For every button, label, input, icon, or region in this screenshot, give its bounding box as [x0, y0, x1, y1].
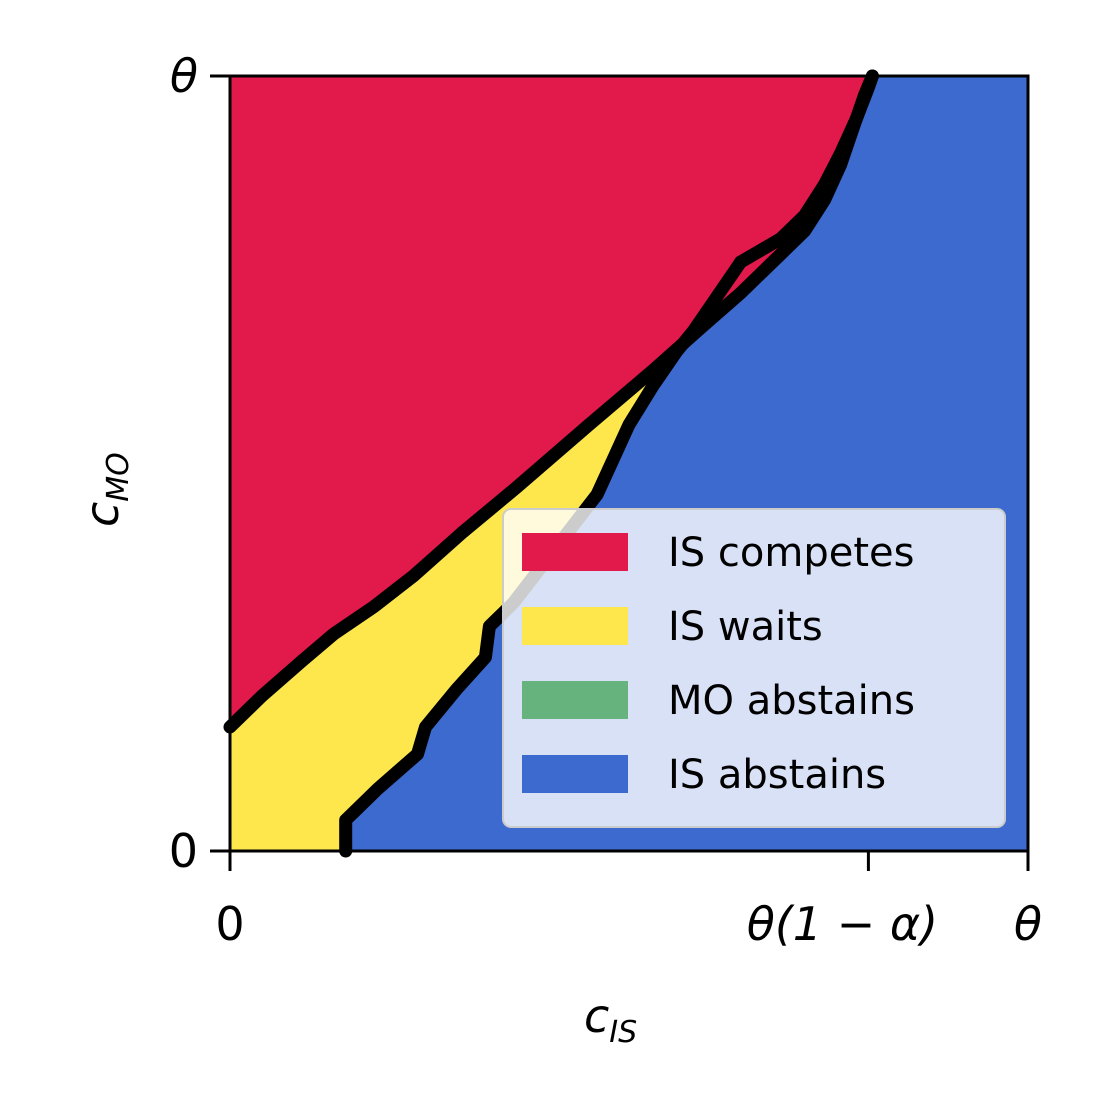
legend-label: MO abstains — [668, 678, 915, 724]
legend-swatch — [522, 533, 628, 571]
boundary-waits-abstains — [339, 255, 748, 858]
y-axis-label: cMO — [75, 452, 136, 527]
x-tick-label: 0 — [215, 897, 244, 951]
plot-regions — [230, 76, 1028, 851]
legend-swatch — [522, 607, 628, 645]
region-boundaries — [223, 69, 879, 858]
legend-swatch — [522, 681, 628, 719]
legend: IS competes IS waits MO abstains IS abstain… — [502, 508, 1006, 828]
x-tick-label: θ(1 − α) — [747, 897, 938, 951]
region-is-competes — [230, 76, 873, 727]
legend-label: IS abstains — [668, 752, 886, 798]
plot-frame — [228, 74, 1030, 853]
y-tick-label: 0 — [169, 824, 198, 878]
legend-label: IS competes — [668, 530, 914, 576]
legend-box — [502, 508, 1006, 828]
boundary-competes-abstains — [734, 69, 879, 269]
legend-swatch — [522, 755, 628, 793]
axis-ticks: 0 θ(1 − α) θ 0 θ — [169, 49, 1042, 951]
y-tick-label: θ — [170, 49, 198, 103]
x-tick-label: θ — [1014, 897, 1042, 951]
legend-label: IS waits — [668, 604, 823, 650]
x-axis-label: cIS — [584, 989, 637, 1050]
